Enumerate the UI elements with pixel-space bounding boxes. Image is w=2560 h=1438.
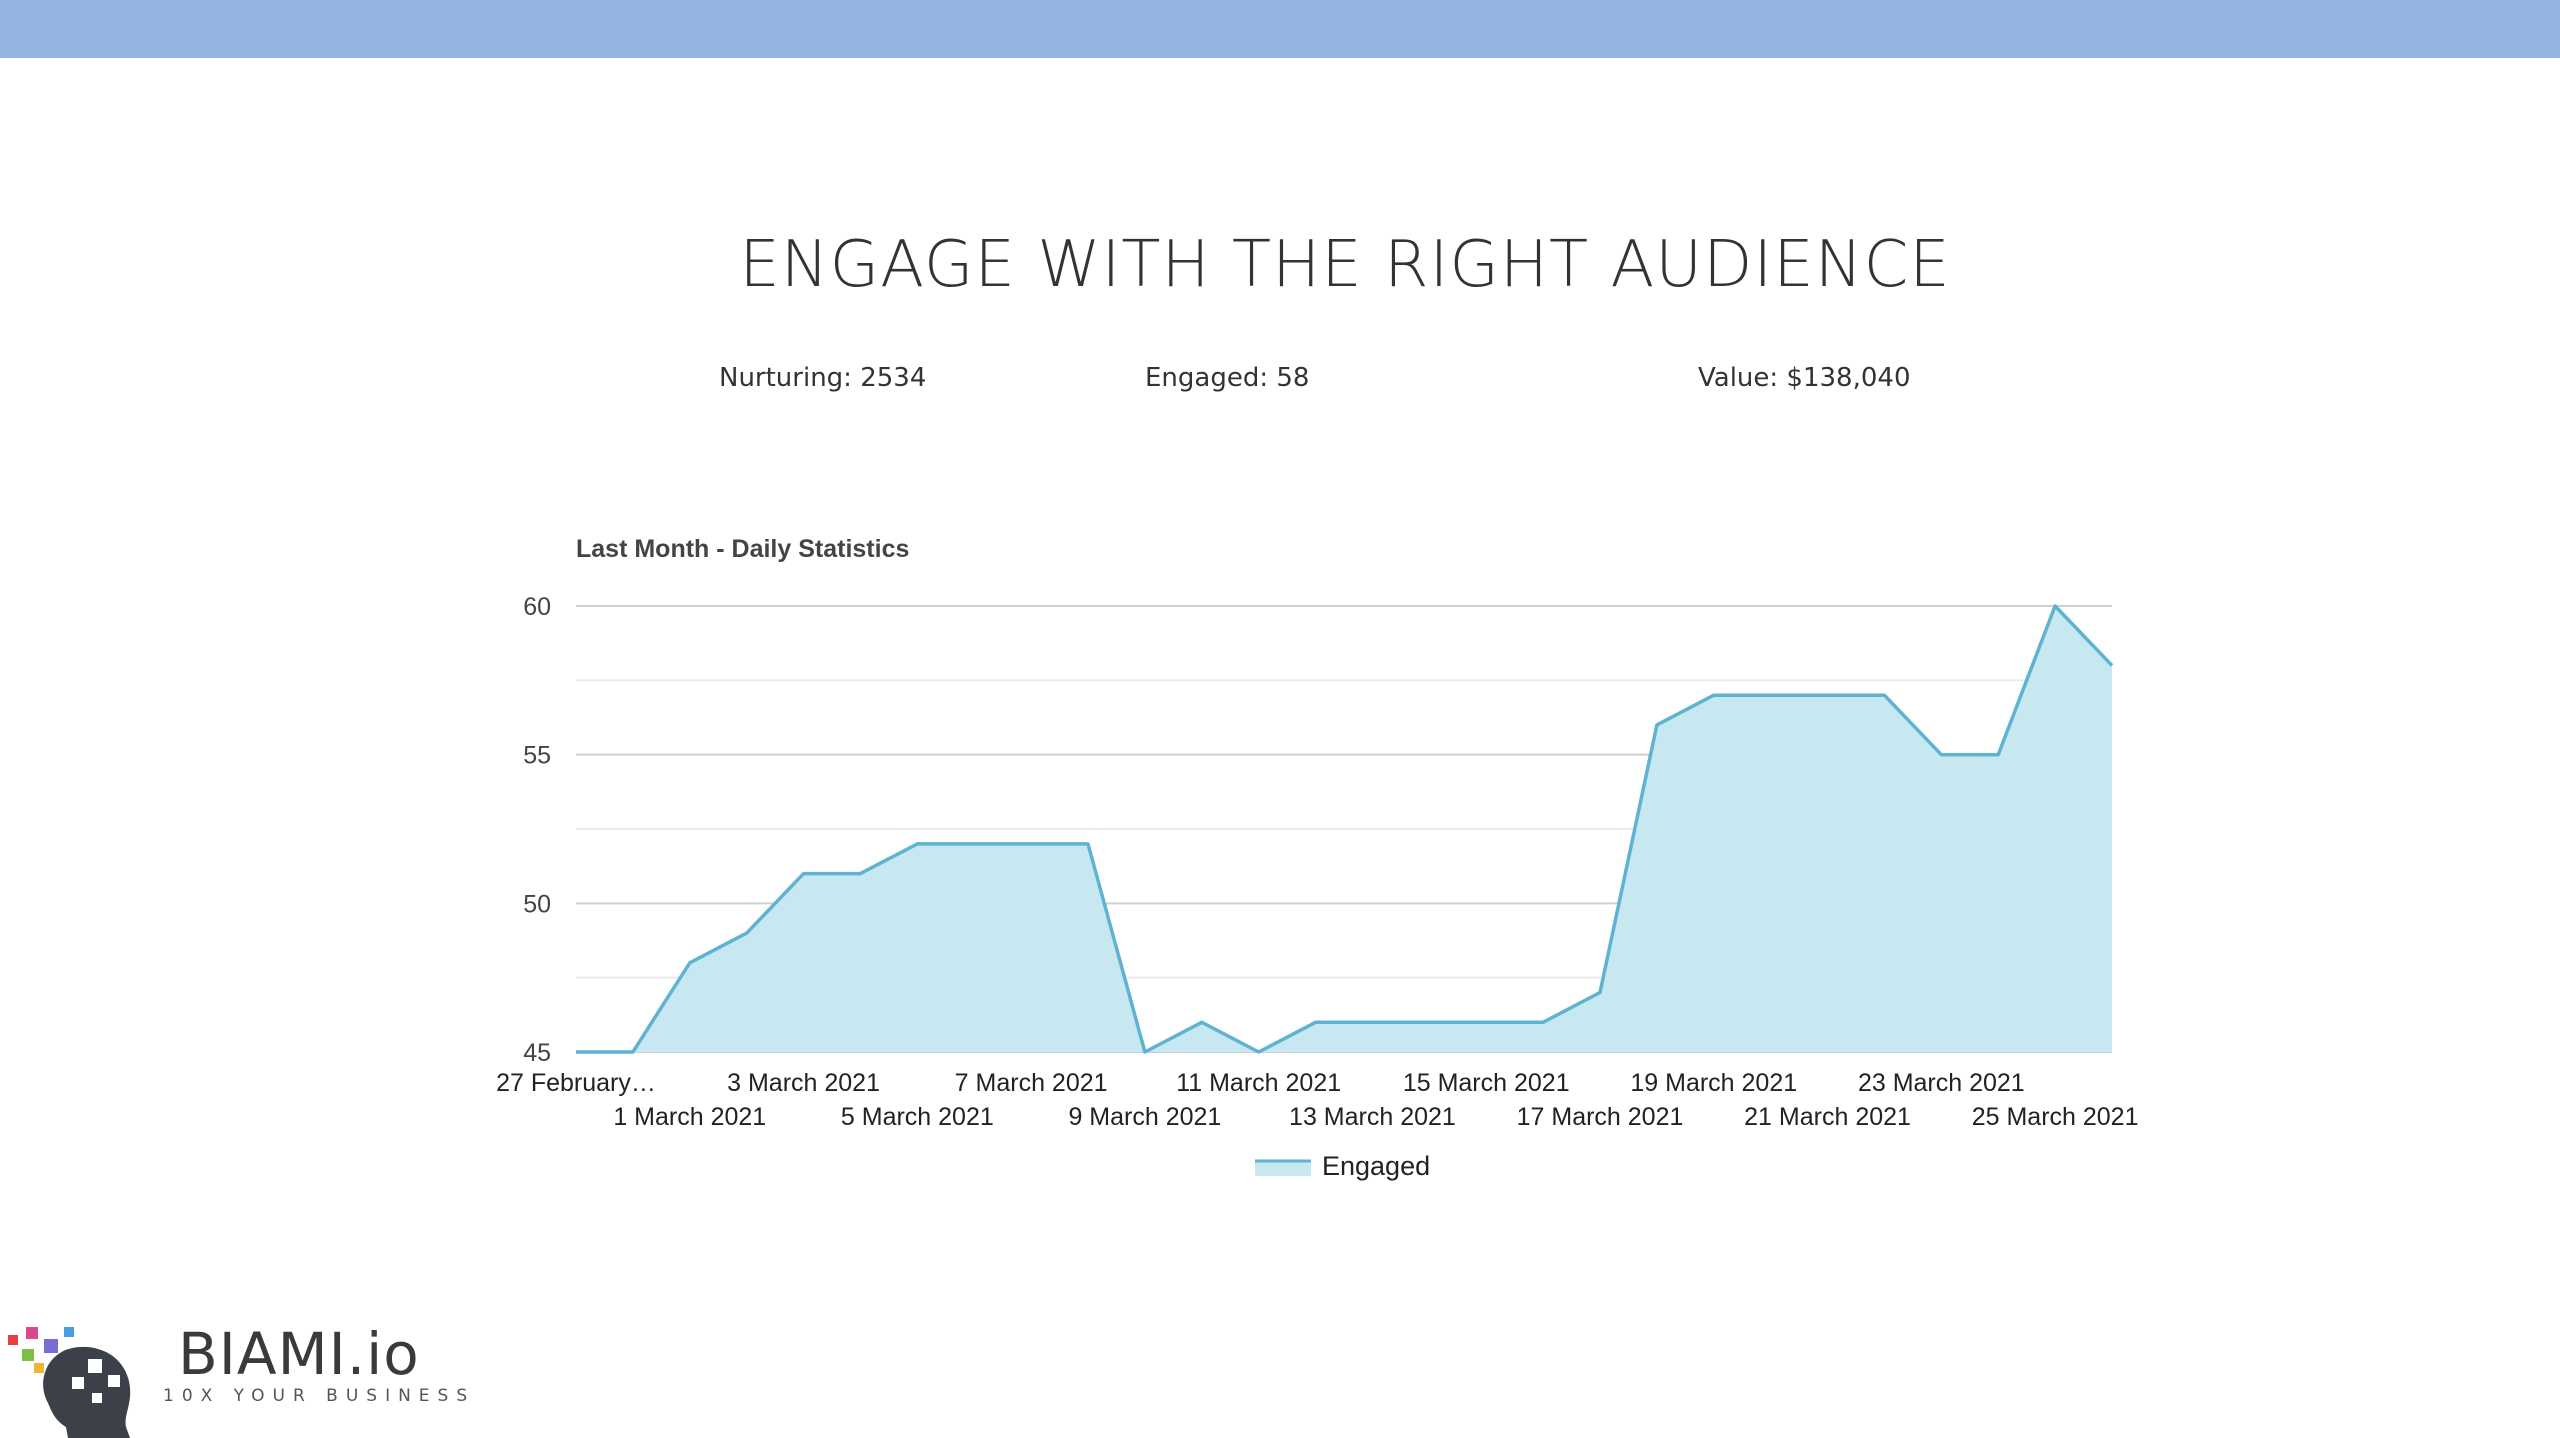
x-tick-label: 7 March 2021 [955,1069,1108,1097]
x-tick-label: 27 February… [496,1069,656,1097]
y-tick-label: 60 [523,593,551,621]
logo-tagline: 10X YOUR BUSINESS [163,1386,476,1406]
x-tick-label: 19 March 2021 [1630,1069,1797,1097]
chart-title: Last Month - Daily Statistics [576,535,909,563]
x-tick-label: 17 March 2021 [1517,1103,1684,1131]
engaged-line [576,604,2114,1054]
nurturing-stat: Nurturing: 2534 [719,363,927,393]
y-tick-label: 45 [523,1039,551,1067]
value-stat: Value: $138,040 [1698,363,1911,393]
logo-name: BIAMI.io [178,1320,420,1388]
y-tick-label: 50 [523,890,551,918]
x-tick-label: 11 March 2021 [1176,1069,1341,1097]
x-tick-label: 3 March 2021 [727,1069,880,1097]
top-banner [0,0,2560,58]
y-tick-label: 55 [523,742,551,770]
x-tick-label: 1 March 2021 [613,1103,766,1131]
legend-label: Engaged [1322,1151,1430,1181]
x-tick-label: 25 March 2021 [1972,1103,2139,1131]
x-tick-label: 5 March 2021 [841,1103,994,1131]
x-tick-label: 13 March 2021 [1289,1103,1456,1131]
x-tick-label: 9 March 2021 [1068,1103,1221,1131]
x-tick-label: 21 March 2021 [1744,1103,1911,1131]
legend-swatch [1255,1160,1311,1176]
page-title: ENGAGE WITH THE RIGHT AUDIENCE [739,228,1951,302]
engaged-stat: Engaged: 58 [1145,363,1310,393]
x-tick-label: 15 March 2021 [1403,1069,1570,1097]
engaged-area [576,606,2112,1052]
x-tick-label: 23 March 2021 [1858,1069,2025,1097]
head-pixel-icon [8,1327,131,1438]
